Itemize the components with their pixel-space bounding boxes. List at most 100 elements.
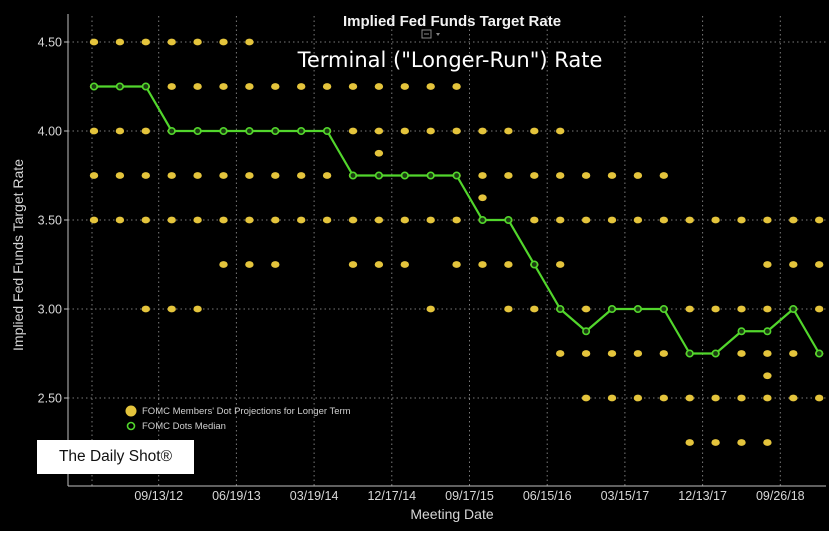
dot-projection	[322, 172, 332, 179]
dot-projection	[141, 38, 150, 46]
median-point	[374, 171, 383, 180]
dot-projection	[452, 83, 461, 90]
median-point	[504, 216, 513, 225]
dot-projection	[763, 350, 772, 357]
dot-projection	[348, 216, 358, 224]
median-point	[348, 171, 357, 180]
dot-projection	[815, 216, 824, 224]
dot-projection	[763, 439, 772, 446]
dot-projection	[115, 127, 125, 135]
tick-labels: 4.50 4.00 3.50 3.00 2.50 09/13/12 06/19/13 03/1…	[38, 36, 805, 504]
dot-projection	[452, 261, 461, 268]
dot-projections	[89, 38, 824, 446]
median-point	[167, 127, 176, 136]
dot-projection	[581, 216, 591, 224]
dot-projection	[763, 216, 772, 224]
dot-projection	[141, 172, 150, 179]
dot-projection	[685, 439, 694, 446]
x-tick-label: 06/15/16	[523, 489, 572, 503]
dot-projection	[297, 83, 306, 90]
dot-projection	[659, 350, 668, 357]
dot-projection	[426, 305, 435, 313]
dot-projection	[711, 305, 720, 313]
dot-projection	[374, 216, 384, 224]
median-point	[659, 304, 668, 313]
dot-projection	[711, 439, 720, 446]
dot-projection	[478, 194, 487, 202]
dot-projection	[245, 261, 254, 268]
dot-projection	[245, 216, 254, 224]
dot-projection	[115, 38, 125, 46]
dot-projection	[581, 305, 591, 313]
median-series	[90, 82, 824, 358]
dot-projection	[504, 172, 513, 179]
median-point	[219, 127, 228, 136]
median-point	[711, 349, 720, 358]
dot-projection	[297, 172, 306, 179]
median-point	[400, 171, 409, 180]
median-point	[141, 82, 150, 91]
dot-projection	[711, 394, 720, 402]
median-point	[556, 304, 565, 313]
median-point	[789, 304, 798, 313]
dot-projection	[141, 127, 150, 135]
dot-projection	[400, 216, 409, 224]
dot-projection	[763, 261, 772, 268]
median-point	[685, 349, 694, 358]
dot-projection	[556, 216, 565, 224]
median-point	[530, 260, 539, 269]
dot-projection	[581, 394, 591, 402]
median-point	[607, 304, 616, 313]
y-tick-label: 4.50	[38, 36, 62, 50]
x-tick-label: 12/17/14	[367, 489, 416, 503]
dot-projection	[322, 83, 332, 90]
y-tick-label: 3.00	[38, 303, 62, 317]
dot-projection	[193, 172, 202, 179]
dot-projection	[245, 172, 254, 179]
dot-projection	[219, 261, 228, 268]
median-point	[426, 171, 435, 180]
dot-projection	[115, 172, 125, 179]
median-point	[115, 82, 124, 91]
dot-projection	[141, 305, 150, 313]
dot-projection	[89, 172, 99, 179]
dot-projection	[167, 216, 176, 224]
dot-projection	[297, 216, 306, 224]
x-axis-title: Meeting Date	[410, 506, 493, 522]
dot-projection	[504, 261, 513, 268]
menu-icon[interactable]	[421, 29, 432, 39]
median-point	[815, 349, 824, 358]
dot-projection	[193, 305, 202, 313]
median-point	[323, 127, 332, 136]
dot-projection	[530, 172, 539, 179]
dot-projection	[607, 172, 617, 179]
dot-projection	[271, 261, 280, 268]
median-point	[763, 327, 772, 336]
dot-projection	[530, 305, 539, 313]
dot-projection	[659, 216, 668, 224]
dot-projection	[789, 261, 798, 268]
dot-projection	[633, 216, 643, 224]
dot-projection	[607, 350, 617, 357]
y-tick-label: 4.00	[38, 125, 62, 139]
dot-projection	[478, 127, 487, 135]
x-tick-label: 09/13/12	[134, 489, 183, 503]
median-point	[297, 127, 306, 136]
dot-projection	[763, 305, 772, 313]
dot-projection	[789, 350, 798, 357]
dot-projection	[737, 394, 746, 402]
dot-projection	[374, 83, 384, 90]
legend: FOMC Members' Dot Projections for Longer…	[125, 405, 351, 432]
x-tick-label: 09/26/18	[756, 489, 805, 503]
dot-projection	[193, 216, 202, 224]
dot-projection	[452, 127, 461, 135]
dot-projection	[271, 216, 280, 224]
dot-projection	[400, 127, 409, 135]
dot-projection	[348, 127, 358, 135]
dropdown-icon[interactable]	[436, 33, 440, 36]
y-tick-label: 3.50	[38, 214, 62, 228]
median-point	[193, 127, 202, 136]
x-tick-label: 03/15/17	[601, 489, 650, 503]
dot-projection	[737, 439, 746, 446]
dot-projection	[633, 172, 643, 179]
